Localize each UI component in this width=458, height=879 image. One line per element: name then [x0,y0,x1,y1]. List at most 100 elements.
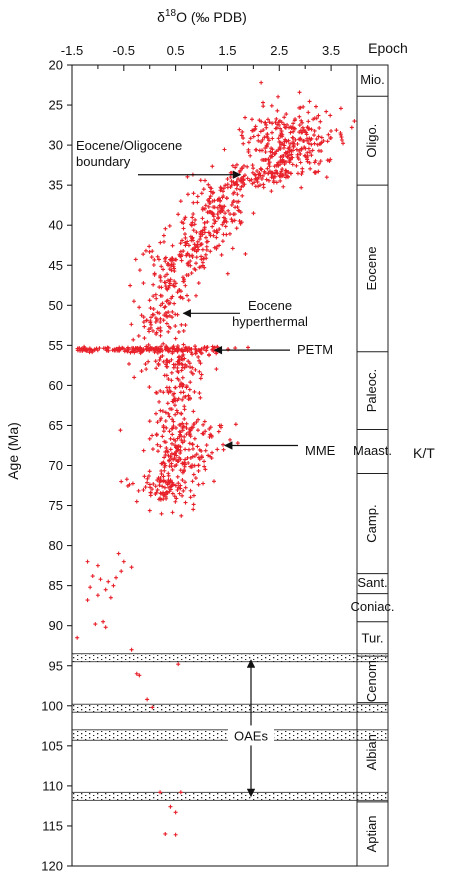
data-point [306,141,311,146]
data-point [169,407,174,412]
data-point [162,455,167,460]
data-point [159,416,164,421]
data-point [261,100,266,105]
data-point [158,355,163,360]
data-point [153,484,158,489]
data-point [167,480,172,485]
data-point [280,172,285,177]
data-point [178,390,183,395]
data-point [175,398,180,403]
data-point [158,497,163,502]
data-point [144,346,149,351]
data-point [178,457,183,462]
epoch-header: Epoch [368,40,408,56]
data-point [164,358,169,363]
data-point [202,464,207,469]
data-point [146,474,151,479]
data-point [214,367,219,372]
data-point [178,444,183,449]
data-point [199,191,204,196]
data-point [137,268,142,273]
data-point [178,241,183,246]
data-point [98,577,103,582]
data-point [137,305,142,310]
data-point [173,281,178,286]
data-point [210,164,215,169]
data-point [241,163,246,168]
data-point [217,227,222,232]
data-point [276,136,281,141]
data-point [222,147,227,152]
data-point [163,310,168,315]
data-point [233,165,238,170]
data-point [179,289,184,294]
data-point [190,255,195,260]
data-point [173,324,178,329]
data-point [166,390,171,395]
data-point [175,312,180,317]
data-point [187,395,192,400]
data-point [259,80,264,85]
data-point [188,488,193,493]
data-point [177,384,182,389]
y-axis-label: Age (Ma) [5,422,21,480]
data-point [165,482,170,487]
data-point [171,424,176,429]
data-point [266,171,271,176]
data-point [197,265,202,270]
data-point [316,113,321,118]
y-tick-label: 35 [49,178,63,193]
data-point [194,255,199,260]
data-point [319,135,324,140]
data-point [165,278,170,283]
epoch-label: Coniac. [350,599,394,614]
data-point [195,194,200,199]
data-point [185,239,190,244]
data-point [168,436,173,441]
data-point [172,266,177,271]
data-point [174,453,179,458]
data-point [312,128,317,133]
data-point [201,187,206,192]
data-point [278,126,283,131]
data-point [154,390,159,395]
data-point [193,476,198,481]
y-tick-label: 100 [41,698,63,713]
data-point [158,790,163,795]
data-point [168,804,173,809]
data-point [161,359,166,364]
data-point [172,403,177,408]
data-point [154,411,159,416]
data-point [134,346,139,351]
data-point [152,350,157,355]
data-point [172,494,177,499]
data-point [277,139,282,144]
data-point [161,239,166,244]
data-point [175,344,180,349]
data-point [168,389,173,394]
data-point [270,136,275,141]
data-point [208,194,213,199]
data-point [160,434,165,439]
data-point [309,153,314,158]
data-point [266,161,271,166]
data-point [261,104,266,109]
data-point [201,422,206,427]
data-point [255,168,260,173]
data-point [181,424,186,429]
data-point [211,233,216,238]
data-point [329,129,334,134]
data-point [250,163,255,168]
data-point [170,351,175,356]
data-point [312,170,317,175]
data-point [256,172,261,177]
data-point [192,222,197,227]
data-point [183,240,188,245]
x-tick-label: -1.5 [61,43,83,58]
data-point [307,126,312,131]
data-point [175,459,180,464]
x-tick-label: -0.5 [113,43,135,58]
data-point [164,345,169,350]
data-point [143,248,148,253]
